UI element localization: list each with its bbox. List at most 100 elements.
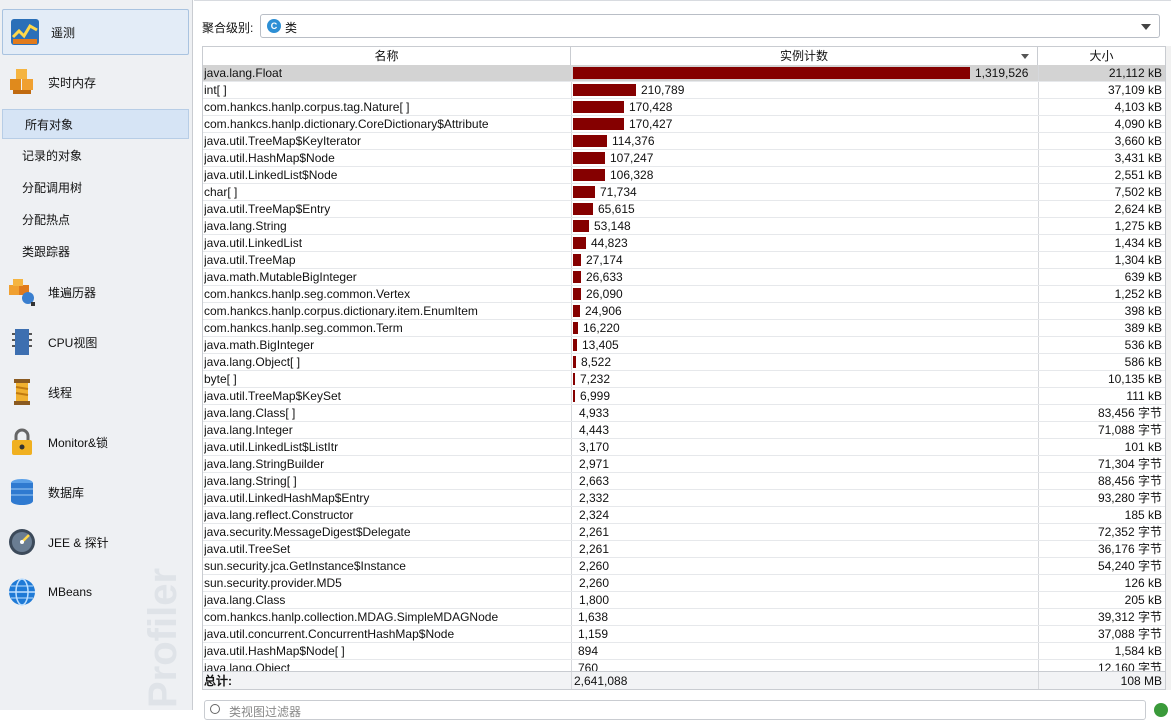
- table-row[interactable]: java.util.LinkedList$Node 106,328 2,551 kB: [203, 167, 1165, 184]
- table-row[interactable]: java.util.HashMap$Node[ ] 894 1,584 kB: [203, 643, 1165, 660]
- nav-monitor-locks[interactable]: Monitor&锁: [0, 417, 192, 467]
- table-row[interactable]: java.math.MutableBigInteger 26,633 639 kB: [203, 269, 1165, 286]
- table-header: 名称 实例计数 大小: [203, 47, 1165, 66]
- table-row[interactable]: java.util.HashMap$Node 107,247 3,431 kB: [203, 150, 1165, 167]
- column-header-name[interactable]: 名称: [203, 47, 571, 65]
- aggregation-level-select[interactable]: C 类: [260, 14, 1160, 38]
- subnav-class-tracker[interactable]: 类跟踪器: [0, 237, 192, 265]
- instance-count-value: 1,638: [578, 610, 609, 624]
- table-row[interactable]: com.hankcs.hanlp.dictionary.CoreDictiona…: [203, 116, 1165, 133]
- table-row[interactable]: java.lang.String 53,148 1,275 kB: [203, 218, 1165, 235]
- class-name-cell: java.lang.Integer: [204, 423, 293, 437]
- table-row[interactable]: sun.security.provider.MD5 2,260 126 kB: [203, 575, 1165, 592]
- nav-mbeans[interactable]: MBeans: [0, 567, 192, 617]
- class-name-cell: java.util.LinkedList$Node: [204, 168, 338, 182]
- table-row[interactable]: com.hankcs.hanlp.seg.common.Term 16,220 38…: [203, 320, 1165, 337]
- instance-count-bar: [573, 220, 589, 232]
- table-row[interactable]: java.util.TreeMap 27,174 1,304 kB: [203, 252, 1165, 269]
- size-cell: 93,280 字节: [1038, 490, 1162, 506]
- table-row[interactable]: java.util.TreeMap$KeySet 6,999 111 kB: [203, 388, 1165, 405]
- table-row[interactable]: java.util.concurrent.ConcurrentHashMap$N…: [203, 626, 1165, 643]
- table-row[interactable]: java.security.MessageDigest$Delegate 2,26…: [203, 524, 1165, 541]
- table-row[interactable]: com.hankcs.hanlp.seg.common.Vertex 26,090…: [203, 286, 1165, 303]
- table-row[interactable]: java.lang.String[ ] 2,663 88,456 字节: [203, 473, 1165, 490]
- class-view-filter[interactable]: 类视图过滤器: [204, 700, 1146, 720]
- size-cell: 21,112 kB: [1038, 65, 1162, 81]
- class-name-cell: com.hankcs.hanlp.collection.MDAG.SimpleM…: [204, 610, 499, 624]
- table-row[interactable]: byte[ ] 7,232 10,135 kB: [203, 371, 1165, 388]
- column-header-size[interactable]: 大小: [1089, 49, 1114, 63]
- size-cell: 586 kB: [1038, 354, 1162, 370]
- nav-cpu-views[interactable]: CPU视图: [0, 317, 192, 367]
- nav-databases[interactable]: 数据库: [0, 467, 192, 517]
- instance-count-cell: 894: [571, 643, 1039, 659]
- class-name-cell: sun.security.provider.MD5: [204, 576, 342, 590]
- subnav-recorded-objects[interactable]: 记录的对象: [0, 141, 192, 169]
- column-header-instance-count[interactable]: 实例计数: [571, 47, 1038, 65]
- table-row[interactable]: java.lang.Class 1,800 205 kB: [203, 592, 1165, 609]
- instance-count-cell: 53,148: [571, 218, 1039, 234]
- table-row[interactable]: java.lang.StringBuilder 2,971 71,304 字节: [203, 456, 1165, 473]
- subnav-allocation-hotspots-label: 分配热点: [22, 212, 71, 227]
- instance-count-cell: 170,427: [571, 116, 1039, 132]
- table-row[interactable]: java.lang.reflect.Constructor 2,324 185 kB: [203, 507, 1165, 524]
- filter-apply-icon[interactable]: [1154, 703, 1168, 717]
- table-row[interactable]: java.util.TreeSet 2,261 36,176 字节: [203, 541, 1165, 558]
- instance-count-value: 16,220: [583, 321, 620, 335]
- table-row[interactable]: com.hankcs.hanlp.collection.MDAG.SimpleM…: [203, 609, 1165, 626]
- instance-count-value: 26,090: [586, 287, 623, 301]
- class-name-cell: java.math.BigInteger: [204, 338, 315, 352]
- class-name-cell: java.util.LinkedList: [204, 236, 303, 250]
- table-row[interactable]: sun.security.jca.GetInstance$Instance 2,2…: [203, 558, 1165, 575]
- cpu-views-icon: [6, 326, 38, 358]
- live-memory-icon: [6, 66, 38, 98]
- instance-count-value: 2,261: [579, 542, 610, 556]
- instance-count-bar: [573, 84, 636, 96]
- table-scrollbar[interactable]: [1166, 46, 1171, 690]
- table-row[interactable]: java.lang.Integer 4,443 71,088 字节: [203, 422, 1165, 439]
- aggregation-level-value: 类: [285, 21, 298, 35]
- table-row[interactable]: java.util.TreeMap$Entry 65,615 2,624 kB: [203, 201, 1165, 218]
- instance-count-value: 170,428: [629, 100, 673, 114]
- nav-heap-walker[interactable]: 堆遍历器: [0, 267, 192, 317]
- subnav-allocation-call-tree[interactable]: 分配调用树: [0, 173, 192, 201]
- instance-count-value: 2,324: [579, 508, 610, 522]
- instance-count-bar: [573, 339, 577, 351]
- class-name-cell: java.lang.Class: [204, 593, 286, 607]
- instance-count-value: 2,332: [579, 491, 610, 505]
- table-row[interactable]: java.util.LinkedList$ListItr 3,170 101 kB: [203, 439, 1165, 456]
- size-cell: 88,456 字节: [1038, 473, 1162, 489]
- instance-count-cell: 65,615: [571, 201, 1039, 217]
- table-body: java.lang.Float 1,319,526 21,112 kB int[ ] 2…: [203, 65, 1165, 677]
- instance-count-value: 4,443: [579, 423, 610, 437]
- nav-telemetry[interactable]: 遥测: [2, 9, 189, 55]
- totals-label: 总计:: [204, 674, 232, 688]
- class-name-cell: java.util.TreeMap$Entry: [204, 202, 331, 216]
- table-row[interactable]: java.math.BigInteger 13,405 536 kB: [203, 337, 1165, 354]
- instance-count-cell: 1,638: [571, 609, 1039, 625]
- nav-live-memory[interactable]: 实时内存: [0, 57, 192, 107]
- size-cell: 10,135 kB: [1038, 371, 1162, 387]
- table-row[interactable]: int[ ] 210,789 37,109 kB: [203, 82, 1165, 99]
- table-row[interactable]: java.util.TreeMap$KeyIterator 114,376 3,66…: [203, 133, 1165, 150]
- table-row[interactable]: java.lang.Object[ ] 8,522 586 kB: [203, 354, 1165, 371]
- instance-count-cell: 114,376: [571, 133, 1039, 149]
- instance-count-value: 7,232: [580, 372, 611, 386]
- nav-jee-probes[interactable]: JEE & 探针: [0, 517, 192, 567]
- subnav-allocation-hotspots[interactable]: 分配热点: [0, 205, 192, 233]
- table-row[interactable]: java.lang.Class[ ] 4,933 83,456 字节: [203, 405, 1165, 422]
- instance-count-value: 107,247: [610, 151, 654, 165]
- table-row[interactable]: java.util.LinkedList 44,823 1,434 kB: [203, 235, 1165, 252]
- size-cell: 205 kB: [1038, 592, 1162, 608]
- instance-count-value: 106,328: [610, 168, 654, 182]
- subnav-all-objects[interactable]: 所有对象: [2, 109, 189, 139]
- class-name-cell: java.security.MessageDigest$Delegate: [204, 525, 411, 539]
- table-row[interactable]: java.util.LinkedHashMap$Entry 2,332 93,280…: [203, 490, 1165, 507]
- instance-count-bar: [573, 390, 575, 402]
- table-row[interactable]: char[ ] 71,734 7,502 kB: [203, 184, 1165, 201]
- table-row[interactable]: com.hankcs.hanlp.corpus.tag.Nature[ ] 170…: [203, 99, 1165, 116]
- nav-threads[interactable]: 线程: [0, 367, 192, 417]
- table-row[interactable]: com.hankcs.hanlp.corpus.dictionary.item.…: [203, 303, 1165, 320]
- instance-count-value: 71,734: [600, 185, 637, 199]
- table-row[interactable]: java.lang.Float 1,319,526 21,112 kB: [203, 65, 1165, 82]
